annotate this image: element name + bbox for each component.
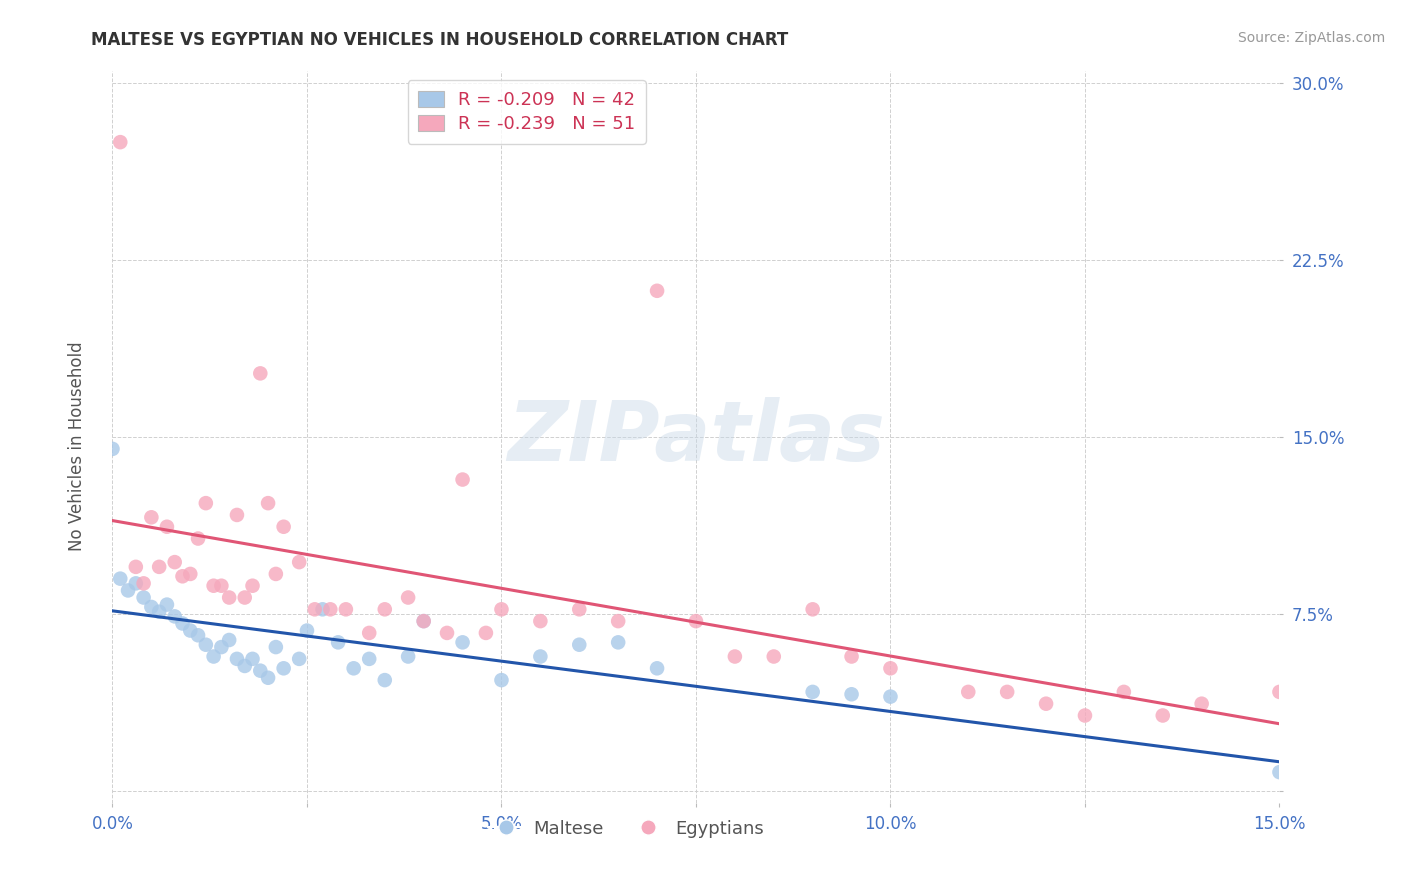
Point	[141, 510, 163, 524]
Point	[359, 652, 381, 666]
Point	[125, 559, 148, 574]
Point	[491, 673, 513, 687]
Text: ZIPatlas: ZIPatlas	[508, 397, 884, 477]
Point	[1268, 765, 1291, 780]
Point	[226, 508, 249, 522]
Point	[172, 616, 194, 631]
Point	[335, 602, 357, 616]
Point	[568, 602, 591, 616]
Point	[187, 628, 209, 642]
Point	[995, 685, 1018, 699]
Point	[607, 635, 630, 649]
Point	[762, 649, 785, 664]
Point	[132, 591, 155, 605]
Point	[326, 635, 349, 649]
Point	[645, 661, 668, 675]
Point	[202, 579, 225, 593]
Point	[1112, 685, 1135, 699]
Point	[724, 649, 747, 664]
Point	[879, 690, 901, 704]
Point	[343, 661, 366, 675]
Point	[148, 559, 170, 574]
Point	[645, 284, 668, 298]
Point	[273, 520, 295, 534]
Point	[209, 640, 232, 654]
Point	[117, 583, 139, 598]
Point	[242, 652, 264, 666]
Point	[607, 614, 630, 628]
Text: No Vehicles in Household: No Vehicles in Household	[69, 341, 86, 551]
Point	[156, 520, 179, 534]
Point	[179, 566, 201, 581]
Point	[218, 591, 240, 605]
Point	[179, 624, 201, 638]
Point	[295, 624, 318, 638]
Point	[172, 569, 194, 583]
Point	[396, 591, 419, 605]
Legend: Maltese, Egyptians: Maltese, Egyptians	[481, 813, 772, 845]
Point	[1074, 708, 1097, 723]
Point	[1191, 697, 1213, 711]
Point	[218, 632, 240, 647]
Point	[374, 673, 396, 687]
Point	[568, 638, 591, 652]
Point	[491, 602, 513, 616]
Point	[436, 626, 458, 640]
Point	[1268, 685, 1291, 699]
Point	[319, 602, 342, 616]
Point	[412, 614, 434, 628]
Point	[451, 635, 474, 649]
Point	[156, 598, 179, 612]
Point	[226, 652, 249, 666]
Point	[304, 602, 326, 616]
Point	[194, 638, 217, 652]
Point	[841, 649, 863, 664]
Point	[288, 555, 311, 569]
Point	[359, 626, 381, 640]
Point	[194, 496, 217, 510]
Point	[1035, 697, 1057, 711]
Point	[801, 685, 824, 699]
Point	[110, 135, 132, 149]
Point	[110, 572, 132, 586]
Point	[187, 532, 209, 546]
Point	[879, 661, 901, 675]
Text: Source: ZipAtlas.com: Source: ZipAtlas.com	[1237, 31, 1385, 45]
Point	[475, 626, 498, 640]
Point	[1152, 708, 1174, 723]
Point	[249, 367, 271, 381]
Point	[202, 649, 225, 664]
Point	[264, 640, 287, 654]
Point	[451, 473, 474, 487]
Point	[288, 652, 311, 666]
Point	[841, 687, 863, 701]
Point	[801, 602, 824, 616]
Point	[529, 649, 551, 664]
Point	[141, 599, 163, 614]
Point	[209, 579, 232, 593]
Point	[233, 659, 256, 673]
Point	[957, 685, 980, 699]
Point	[374, 602, 396, 616]
Point	[257, 671, 280, 685]
Point	[273, 661, 295, 675]
Point	[264, 566, 287, 581]
Point	[311, 602, 333, 616]
Point	[529, 614, 551, 628]
Point	[233, 591, 256, 605]
Point	[257, 496, 280, 510]
Point	[125, 576, 148, 591]
Point	[163, 555, 186, 569]
Point	[148, 605, 170, 619]
Point	[101, 442, 124, 456]
Point	[685, 614, 707, 628]
Text: MALTESE VS EGYPTIAN NO VEHICLES IN HOUSEHOLD CORRELATION CHART: MALTESE VS EGYPTIAN NO VEHICLES IN HOUSE…	[91, 31, 789, 49]
Point	[163, 609, 186, 624]
Point	[249, 664, 271, 678]
Point	[412, 614, 434, 628]
Point	[242, 579, 264, 593]
Point	[396, 649, 419, 664]
Point	[132, 576, 155, 591]
